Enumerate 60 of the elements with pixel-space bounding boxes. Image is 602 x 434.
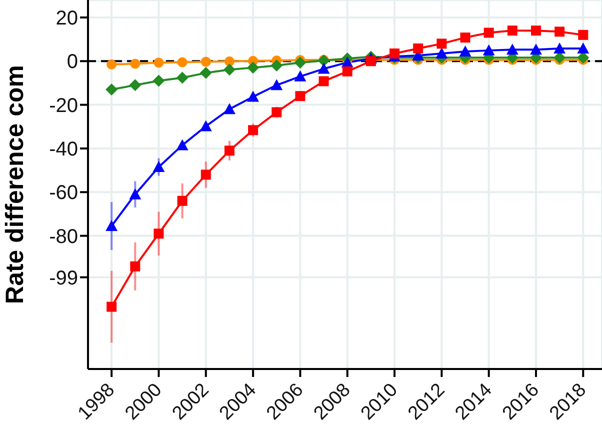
point — [436, 47, 448, 58]
point — [390, 48, 400, 58]
y-tick-label: -99 — [49, 267, 78, 290]
point — [247, 62, 260, 74]
point — [223, 103, 236, 114]
point — [270, 79, 283, 90]
point — [106, 84, 118, 96]
point — [154, 228, 164, 239]
point — [176, 139, 188, 150]
point — [295, 91, 306, 102]
point — [130, 261, 140, 272]
point — [152, 74, 165, 87]
point — [318, 76, 329, 86]
y-tick-label: -20 — [49, 94, 78, 117]
point — [154, 58, 164, 68]
point — [176, 72, 188, 84]
point — [106, 302, 117, 312]
point — [342, 66, 352, 76]
point — [223, 64, 236, 76]
point — [294, 56, 306, 69]
y-tick-label: 20 — [56, 8, 78, 30]
point — [482, 44, 495, 56]
point — [200, 120, 212, 132]
point — [224, 146, 234, 156]
point — [106, 220, 118, 231]
point — [177, 196, 188, 206]
y-tick-label: 0 — [66, 51, 78, 74]
point — [578, 30, 588, 40]
point — [129, 79, 142, 92]
point — [530, 44, 542, 55]
y-tick-label: -60 — [49, 182, 78, 204]
point — [530, 26, 541, 36]
point — [247, 90, 260, 102]
y-tick-label: -40 — [49, 138, 78, 161]
y-tick-label: -80 — [49, 226, 78, 248]
point — [484, 28, 494, 38]
point — [318, 62, 330, 74]
point — [577, 42, 590, 54]
point — [436, 38, 447, 49]
point — [152, 161, 165, 172]
point — [554, 26, 565, 37]
point — [459, 46, 472, 57]
y-axis-title: Rate difference com — [0, 65, 29, 304]
point — [554, 42, 566, 54]
point — [129, 188, 142, 200]
point — [460, 32, 470, 43]
point — [272, 107, 282, 118]
point — [106, 59, 117, 70]
point — [270, 60, 283, 72]
point — [200, 56, 211, 67]
point — [507, 26, 518, 36]
point — [224, 56, 234, 66]
point — [413, 43, 424, 54]
point — [177, 57, 188, 68]
point — [506, 44, 518, 55]
point — [248, 125, 258, 136]
point — [130, 58, 140, 69]
point — [294, 70, 306, 82]
point — [200, 66, 212, 79]
point — [200, 170, 211, 180]
